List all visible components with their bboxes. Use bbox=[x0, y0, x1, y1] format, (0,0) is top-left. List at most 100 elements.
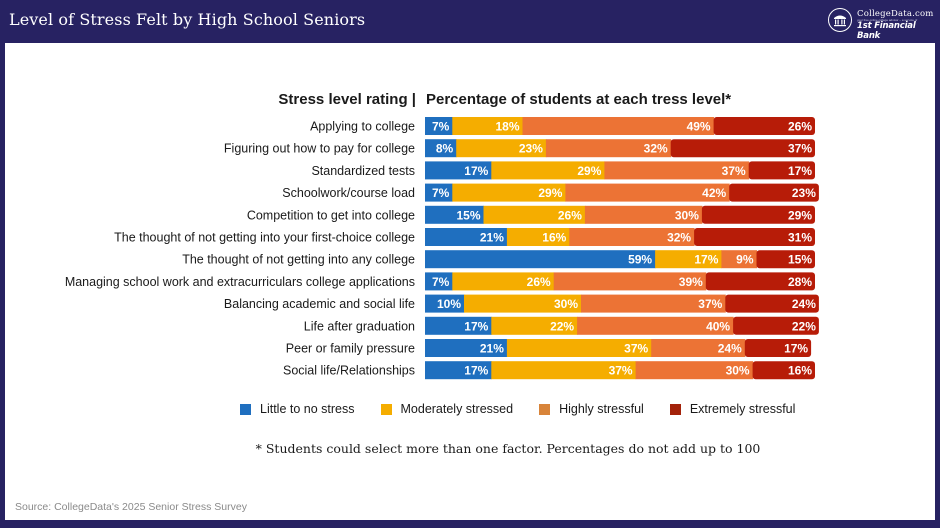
bar-segment-moderately-stressed bbox=[452, 183, 566, 202]
legend-item-high: Highly stressful bbox=[539, 402, 644, 416]
bar-row: 59% 17% 9% 15% bbox=[425, 250, 815, 269]
value-label: 21% bbox=[480, 231, 504, 245]
value-label: 17% bbox=[464, 164, 488, 178]
bar-row: 10% 30% 37% 24% bbox=[425, 294, 819, 313]
bar-segment-moderately-stressed bbox=[464, 294, 582, 313]
value-label: 7% bbox=[432, 275, 450, 289]
bar-segment-extremely-stressful bbox=[733, 316, 819, 335]
bar-segment-moderately-stressed bbox=[491, 161, 605, 180]
value-label: 17% bbox=[784, 342, 808, 356]
bar-segment-little-to-no-stress bbox=[425, 161, 492, 180]
value-label: 42% bbox=[702, 186, 726, 200]
bar-segment-highly-stressful bbox=[522, 117, 715, 135]
legend-label: Highly stressful bbox=[559, 402, 644, 416]
category-label: The thought of not getting into your fir… bbox=[114, 231, 415, 245]
bar-segment-highly-stressful bbox=[545, 139, 672, 158]
value-label: 21% bbox=[480, 342, 504, 356]
bar-segment-highly-stressful bbox=[581, 294, 726, 313]
value-label: 37% bbox=[609, 364, 633, 378]
legend-swatch-little bbox=[240, 403, 251, 415]
header-bar: Level of Stress Felt by High School Seni… bbox=[0, 0, 940, 43]
value-label: 7% bbox=[432, 186, 450, 200]
legend-item-moderate: Moderately stressed bbox=[380, 402, 514, 416]
category-label: Schoolwork/course load bbox=[282, 186, 415, 200]
bar-segment-little-to-no-stress bbox=[425, 339, 508, 357]
bar-segment-little-to-no-stress bbox=[425, 361, 492, 380]
category-label: Life after graduation bbox=[304, 319, 415, 333]
bar-segment-moderately-stressed bbox=[491, 361, 637, 380]
building-seal-icon bbox=[828, 8, 852, 32]
value-label: 40% bbox=[706, 319, 730, 333]
bar-segment-extremely-stressful bbox=[744, 339, 812, 357]
category-label: Standardized tests bbox=[311, 164, 415, 178]
category-label: Managing school work and extracurricular… bbox=[65, 275, 415, 289]
bar-segment-little-to-no-stress bbox=[425, 117, 453, 135]
bar-row: 7% 26% 39% 28% bbox=[425, 272, 815, 291]
bar-segment-moderately-stressed bbox=[452, 117, 523, 135]
bar-row: 7% 29% 42% 23% bbox=[425, 183, 819, 202]
bar-segment-extremely-stressful bbox=[725, 294, 819, 313]
chart-title-right: Percentage of students at each tress lev… bbox=[426, 91, 732, 108]
bar-segment-extremely-stressful bbox=[713, 117, 815, 135]
value-label: 29% bbox=[538, 186, 562, 200]
bar-row: 17% 37% 30% 16% bbox=[425, 361, 815, 380]
bar-segment-little-to-no-stress bbox=[425, 183, 453, 202]
legend-item-extreme: Extremely stressful bbox=[669, 402, 795, 416]
legend-item-little: Little to no stress bbox=[240, 402, 355, 416]
bar-segment-highly-stressful bbox=[565, 183, 730, 202]
value-label: 26% bbox=[788, 120, 812, 134]
value-label: 26% bbox=[527, 275, 551, 289]
chart-heading: Stress level rating | Percentage of stud… bbox=[0, 91, 940, 111]
value-label: 24% bbox=[792, 297, 816, 311]
page-title: Level of Stress Felt by High School Seni… bbox=[9, 10, 366, 29]
bar-segment-moderately-stressed bbox=[506, 228, 570, 246]
category-label: Figuring out how to pay for college bbox=[224, 142, 415, 156]
value-label: 59% bbox=[628, 253, 652, 267]
chart-title-left: Stress level rating | bbox=[278, 91, 416, 108]
category-label: Applying to college bbox=[310, 120, 415, 134]
bar-segment-highly-stressful bbox=[553, 272, 707, 291]
value-label: 30% bbox=[675, 208, 699, 222]
bar-segment-little-to-no-stress bbox=[425, 272, 453, 291]
value-label: 10% bbox=[437, 297, 461, 311]
value-label: 30% bbox=[554, 297, 578, 311]
bar-row: 8% 23% 32% 37% bbox=[425, 139, 815, 158]
bar-row: 21% 16% 32% 31% bbox=[425, 228, 815, 246]
category-label: The thought of not getting into any coll… bbox=[182, 253, 415, 267]
bar-segment-moderately-stressed bbox=[491, 316, 578, 335]
logo-tagline: your free online college advisor – a ser… bbox=[857, 18, 918, 22]
legend-swatch-moderate bbox=[380, 403, 392, 415]
legend-label: Moderately stressed bbox=[400, 402, 514, 416]
bar-row: 17% 22% 40% 22% bbox=[425, 316, 819, 335]
value-label: 31% bbox=[788, 231, 812, 245]
collegedata-logo[interactable]: CollegeData.com your free online college… bbox=[828, 8, 936, 41]
bar-segment-highly-stressful bbox=[569, 228, 695, 246]
value-label: 37% bbox=[788, 142, 812, 156]
bar-segment-extremely-stressful bbox=[694, 228, 815, 246]
legend-label: Little to no stress bbox=[260, 402, 355, 416]
bar-segment-extremely-stressful bbox=[705, 272, 815, 291]
bar-segment-moderately-stressed bbox=[483, 205, 586, 224]
value-label: 23% bbox=[519, 142, 543, 156]
value-label: 29% bbox=[577, 164, 601, 178]
value-label: 39% bbox=[679, 275, 703, 289]
value-label: 9% bbox=[736, 253, 754, 267]
value-label: 24% bbox=[718, 342, 742, 356]
legend-swatch-high bbox=[539, 403, 551, 415]
bar-segment-highly-stressful bbox=[604, 161, 750, 180]
bar-segment-moderately-stressed bbox=[452, 272, 555, 291]
bar-segment-extremely-stressful bbox=[748, 161, 815, 180]
value-label: 17% bbox=[464, 319, 488, 333]
bar-segment-moderately-stressed bbox=[456, 139, 547, 158]
value-label: 17% bbox=[788, 164, 812, 178]
bar-row: 21% 37% 24% 17% bbox=[425, 339, 812, 357]
value-label: 22% bbox=[550, 319, 574, 333]
bar-segment-little-to-no-stress bbox=[425, 250, 656, 269]
value-label: 32% bbox=[667, 231, 691, 245]
value-label: 17% bbox=[464, 364, 488, 378]
bar-segment-highly-stressful bbox=[635, 361, 754, 380]
value-label: 16% bbox=[542, 231, 566, 245]
value-label: 16% bbox=[788, 364, 812, 378]
bar-segment-highly-stressful bbox=[721, 250, 757, 269]
